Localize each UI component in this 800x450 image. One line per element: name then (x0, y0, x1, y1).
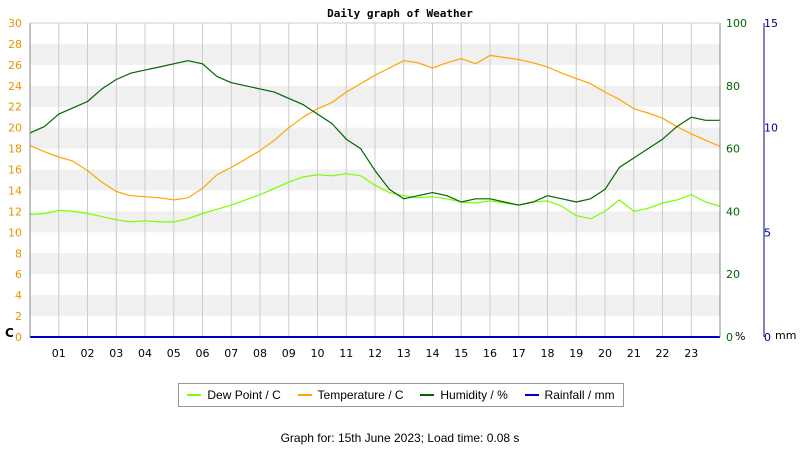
humidity-axis-ticks: 0 20 40 60 80 100 (726, 17, 747, 344)
left-tick-label: 0 (15, 331, 22, 344)
x-tick-label: 02 (81, 347, 95, 360)
x-tick-label: 20 (598, 347, 612, 360)
left-tick-label: 6 (15, 268, 22, 281)
x-tick-label: 04 (138, 347, 152, 360)
temperature-line (29, 54, 721, 201)
x-tick-label: 03 (109, 347, 123, 360)
humidity-tick-label: 40 (726, 205, 740, 218)
left-tick-label: 30 (8, 17, 22, 30)
humidity-axis-unit: % (735, 330, 745, 343)
x-tick-label: 23 (684, 347, 698, 360)
humidity-tick-label: 80 (726, 80, 740, 93)
legend-swatch-rainfall (524, 394, 539, 396)
legend-label-rainfall: Rainfall / mm (544, 388, 615, 402)
left-tick-label: 4 (15, 289, 22, 302)
humidity-tick-label: 20 (726, 268, 740, 281)
left-tick-label: 12 (8, 205, 22, 218)
left-tick-label: 18 (8, 143, 22, 156)
humidity-tick-label: 60 (726, 143, 740, 156)
left-tick-label: 2 (15, 310, 22, 323)
x-tick-label: 18 (541, 347, 555, 360)
rain-tick-label: 10 (764, 122, 778, 135)
x-tick-label: 01 (52, 347, 66, 360)
humidity-tick-label: 0 (726, 331, 733, 344)
left-axis-unit: C (5, 326, 14, 340)
chart-title: Daily graph of Weather (327, 7, 473, 20)
left-tick-label: 8 (15, 247, 22, 260)
rain-axis-unit: mm (775, 329, 796, 342)
x-tick-label: 16 (483, 347, 497, 360)
legend-item-humidity: Humidity / % (420, 388, 508, 402)
legend-item-dew-point: Dew Point / C (187, 388, 281, 402)
x-axis-ticks: 01 02 03 04 05 06 07 08 09 10 11 12 13 14 15 16 17 18 19 20… (52, 347, 699, 360)
x-tick-label: 19 (569, 347, 583, 360)
x-tick-label: 11 (339, 347, 353, 360)
x-tick-label: 13 (397, 347, 411, 360)
footer-date: 15th June 2023; (337, 431, 425, 445)
x-tick-label: 06 (196, 347, 210, 360)
left-tick-label: 16 (8, 164, 22, 177)
x-tick-label: 21 (627, 347, 641, 360)
rain-tick-label: 15 (764, 17, 778, 30)
left-tick-label: 28 (8, 38, 22, 51)
x-tick-label: 12 (368, 347, 382, 360)
x-tick-label: 08 (253, 347, 267, 360)
legend-item-temperature: Temperature / C (297, 388, 404, 402)
x-tick-label: 10 (311, 347, 325, 360)
series-layer (29, 54, 721, 338)
footer-prefix: Graph for: (280, 431, 335, 445)
left-tick-label: 24 (8, 80, 22, 93)
left-tick-label: 10 (8, 226, 22, 239)
legend-label-dew-point: Dew Point / C (207, 388, 281, 402)
rain-axis-ticks: 0 5 10 15 (764, 17, 778, 344)
left-tick-label: 20 (8, 122, 22, 135)
legend-swatch-temperature (297, 394, 312, 396)
x-tick-label: 05 (167, 347, 181, 360)
humidity-tick-label: 100 (726, 17, 747, 30)
x-tick-label: 15 (454, 347, 468, 360)
left-tick-label: 22 (8, 101, 22, 114)
legend-item-rainfall: Rainfall / mm (524, 388, 615, 402)
rain-tick-label: 5 (764, 226, 771, 239)
footer-load-time: Load time: 0.08 s (427, 431, 520, 445)
left-tick-label: 26 (8, 59, 22, 72)
x-tick-label: 17 (512, 347, 526, 360)
legend-label-temperature: Temperature / C (317, 388, 404, 402)
footer-status: Graph for: 15th June 2023; Load time: 0.… (0, 431, 800, 445)
x-tick-label: 14 (426, 347, 440, 360)
dew-point-line (29, 173, 721, 223)
x-tick-label: 07 (224, 347, 238, 360)
legend-swatch-humidity (420, 394, 435, 396)
legend-label-humidity: Humidity / % (440, 388, 508, 402)
humidity-line (29, 60, 720, 206)
left-tick-label: 14 (8, 184, 22, 197)
rain-tick-label: 0 (764, 331, 771, 344)
x-tick-label: 09 (282, 347, 296, 360)
legend: Dew Point / C Temperature / C Humidity /… (178, 383, 624, 407)
legend-swatch-dew-point (187, 394, 202, 396)
x-tick-label: 22 (656, 347, 670, 360)
